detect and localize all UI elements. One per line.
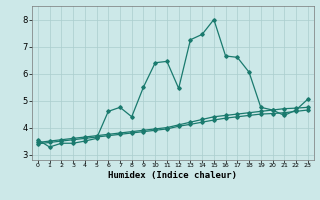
X-axis label: Humidex (Indice chaleur): Humidex (Indice chaleur) bbox=[108, 171, 237, 180]
